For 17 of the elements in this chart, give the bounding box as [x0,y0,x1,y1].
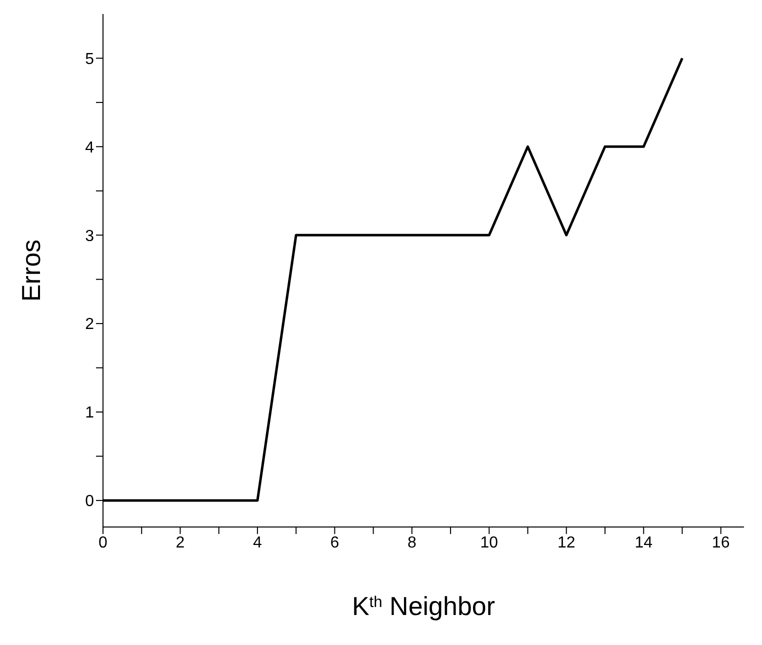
x-tick-label: 6 [330,534,340,552]
x-tick-label: 12 [557,534,576,552]
y-tick-label: 2 [85,316,94,334]
y-tick-label: 0 [85,493,94,510]
x-tick-label: 10 [480,534,498,552]
y-axis-title: Erros [16,239,46,302]
x-tick-label: 2 [176,534,185,552]
x-tick-label: 14 [634,534,653,552]
x-tick-label: 8 [407,534,416,552]
x-tick-label: 0 [98,534,108,552]
y-tick-label: 5 [85,50,94,68]
y-tick-label: 3 [85,228,94,245]
x-tick-label: 4 [253,534,262,552]
y-tick-label: 1 [85,404,94,422]
x-tick-label: 16 [712,534,730,552]
y-tick-label: 4 [85,139,94,156]
x-axis-title: K$^{th}$ Neighbor [352,591,496,621]
